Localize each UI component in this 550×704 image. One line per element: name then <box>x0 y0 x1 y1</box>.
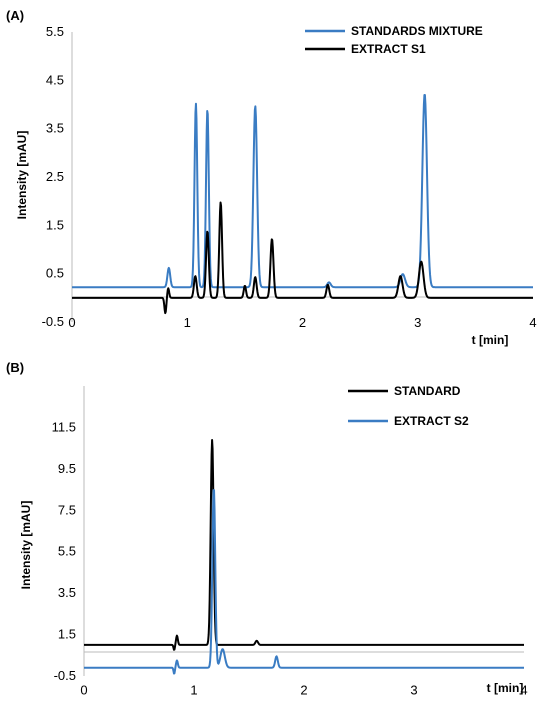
panel-b-y-tick-label-1: 1.5 <box>58 627 76 642</box>
panel-a: (A) Intensity [mAU] t [min] -0.5 0.5 1.5 2.… <box>6 8 537 347</box>
panel-a-legend-label-1: EXTRACT S1 <box>351 42 426 56</box>
panel-b-legend-label-1: EXTRACT S2 <box>394 414 469 428</box>
panel-b-label: (B) <box>6 360 24 375</box>
panel-a-series <box>71 94 534 315</box>
panel-b-y-tick-label-2: 3.5 <box>58 585 76 600</box>
panel-b-x-tick-label-0: 0 <box>80 683 87 698</box>
panel-a-y-tick-label-6: 5.5 <box>46 24 64 39</box>
panel-a-legend-label-0: STANDARDS MIXTURE <box>351 24 483 38</box>
panel-b-series-line-0 <box>83 439 525 651</box>
panel-a-series-line-1 <box>71 201 534 315</box>
panel-b-x-tick-label-1: 1 <box>190 683 197 698</box>
panel-b-y-tick-label-6: 11.5 <box>52 419 76 434</box>
panel-b-y-ticks: -0.5 1.5 3.5 5.5 7.5 9.5 11.5 <box>52 419 76 683</box>
panel-a-y-tick-label-2: 1.5 <box>46 217 64 232</box>
panel-b-legend-label-0: STANDARD <box>394 384 461 398</box>
panel-b-x-tick-label-2: 2 <box>300 683 307 698</box>
panel-b-x-axis-label: t [min] <box>487 681 524 695</box>
panel-a-y-tick-label-5: 4.5 <box>46 72 64 87</box>
panel-b-x-ticks: 0 1 2 3 4 <box>80 683 527 698</box>
panel-a-legend: STANDARDS MIXTURE EXTRACT S1 <box>305 24 483 56</box>
panel-b-y-axis-label: Intensity [mAU] <box>19 501 33 590</box>
panel-a-x-tick-label-3: 3 <box>414 315 421 330</box>
panel-a-x-tick-label-0: 0 <box>68 315 75 330</box>
panel-a-label: (A) <box>6 8 24 23</box>
panel-a-y-tick-label-3: 2.5 <box>46 169 64 184</box>
panel-a-y-tick-label-4: 3.5 <box>46 121 64 136</box>
panel-b-legend: STANDARD EXTRACT S2 <box>348 384 469 428</box>
panel-b-x-tick-label-3: 3 <box>410 683 417 698</box>
panel-a-x-tick-label-2: 2 <box>299 315 306 330</box>
panel-b-series <box>83 439 525 675</box>
panel-a-y-tick-label-0: -0.5 <box>42 314 64 329</box>
panel-a-x-ticks: 0 1 2 3 4 <box>68 315 536 330</box>
panel-b-y-tick-label-0: -0.5 <box>54 668 76 683</box>
panel-b-y-tick-label-4: 7.5 <box>58 502 76 517</box>
panel-b-x-tick-label-4: 4 <box>520 683 527 698</box>
panel-a-series-line-0 <box>71 94 534 289</box>
panel-b: (B) Intensity [mAU] t [min] -0.5 1.5 3.5 5.… <box>6 360 528 698</box>
panel-a-y-axis-label: Intensity [mAU] <box>15 131 29 220</box>
panel-b-y-tick-label-5: 9.5 <box>58 461 76 476</box>
panel-a-y-tick-label-1: 0.5 <box>46 266 64 281</box>
panel-a-x-axis-label: t [min] <box>472 333 509 347</box>
panel-b-series-line-1 <box>83 489 525 675</box>
panel-b-y-tick-label-3: 5.5 <box>58 544 76 559</box>
panel-a-x-tick-label-4: 4 <box>529 315 536 330</box>
panel-a-x-tick-label-1: 1 <box>184 315 191 330</box>
panel-a-y-ticks: -0.5 0.5 1.5 2.5 3.5 4.5 5.5 <box>42 24 64 329</box>
